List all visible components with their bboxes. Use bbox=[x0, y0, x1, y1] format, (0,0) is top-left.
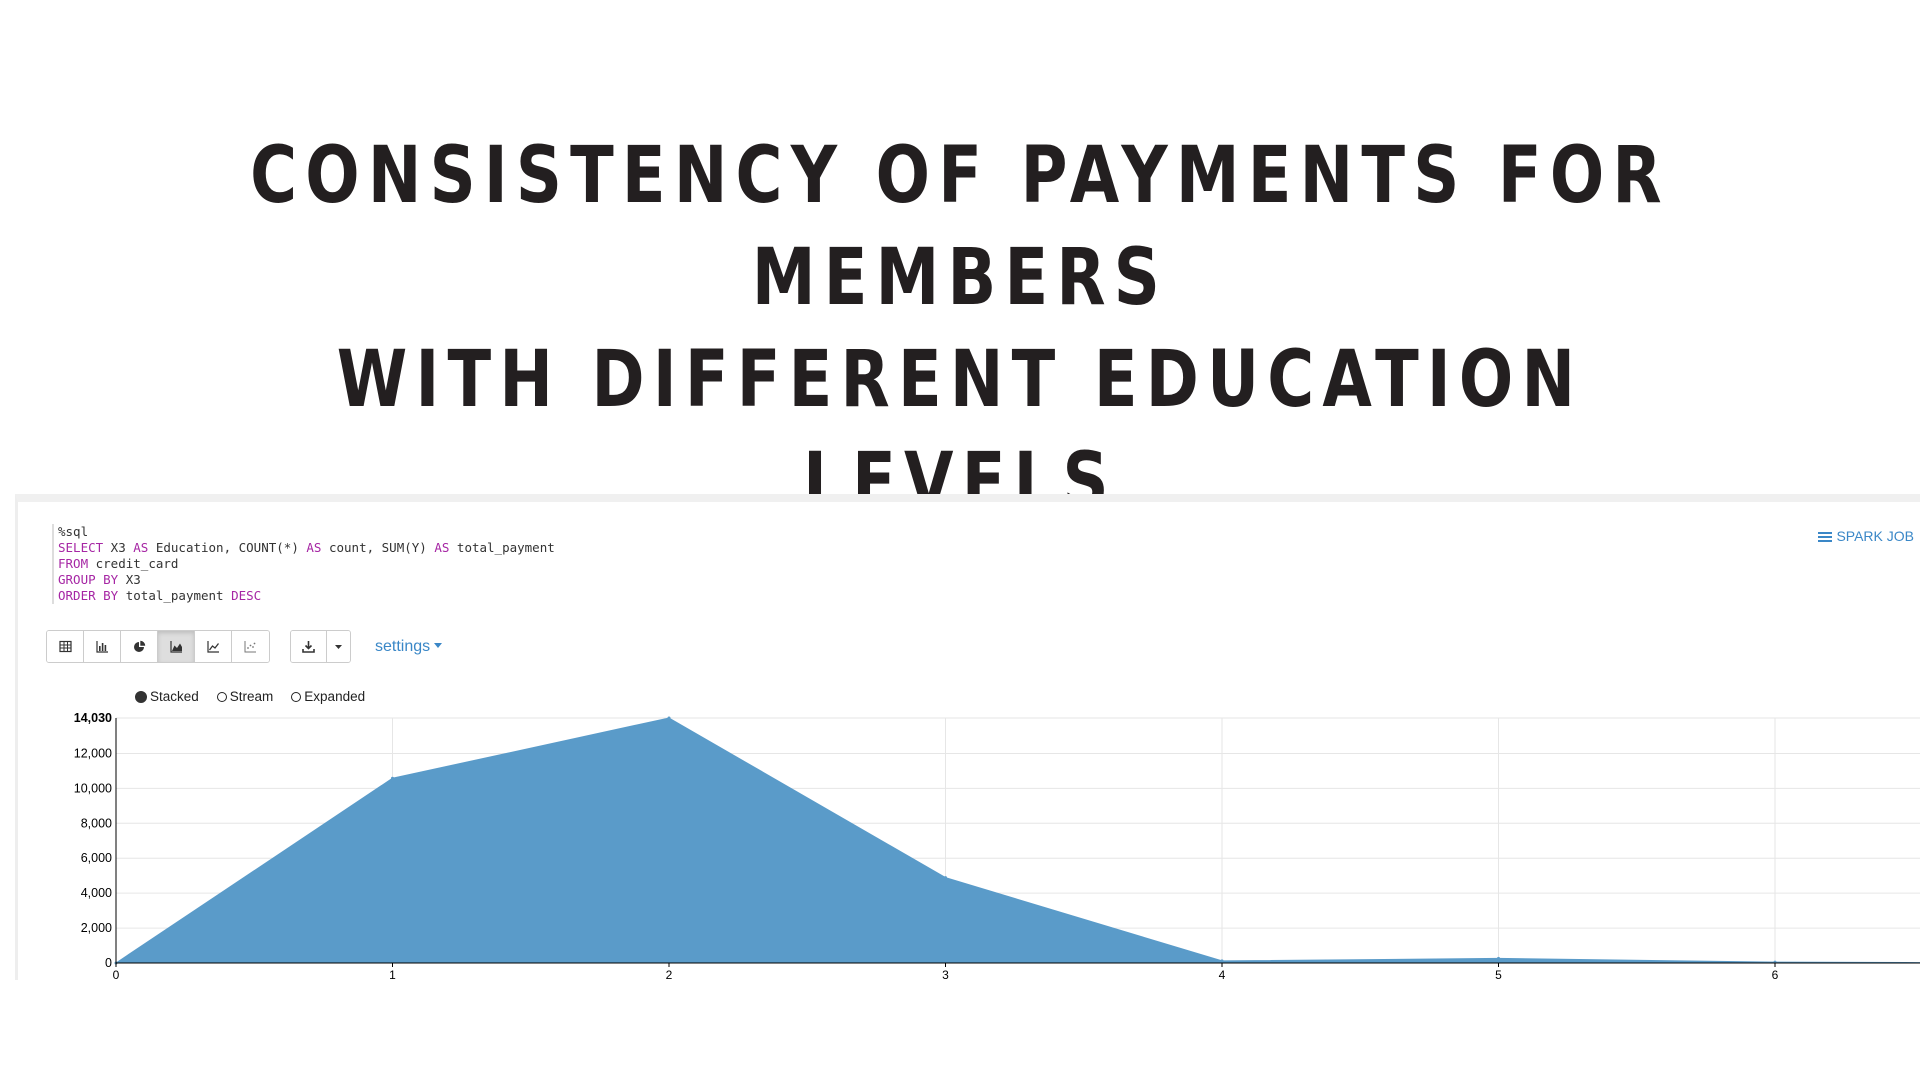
y-tick-label: 10,000 bbox=[74, 781, 112, 795]
slide-title: CONSISTENCY OF PAYMENTS FOR MEMBERS WITH… bbox=[0, 125, 1920, 533]
area-series bbox=[116, 718, 1920, 963]
zeppelin-paragraph: %sql SELECT X3 AS Education, COUNT(*) AS … bbox=[15, 494, 1920, 980]
data-point bbox=[944, 876, 947, 879]
x-tick-label: 1 bbox=[389, 968, 396, 980]
y-tick-label: 4,000 bbox=[81, 886, 112, 900]
y-tick-label: 0 bbox=[105, 956, 112, 970]
data-point bbox=[1497, 957, 1500, 960]
x-tick-label: 6 bbox=[1772, 968, 1779, 980]
x-tick-label: 3 bbox=[942, 968, 949, 980]
x-tick-label: 2 bbox=[666, 968, 673, 980]
data-point bbox=[391, 777, 394, 780]
slide-title-line-1: CONSISTENCY OF PAYMENTS FOR MEMBERS bbox=[173, 125, 1747, 329]
y-tick-label: 8,000 bbox=[81, 816, 112, 830]
y-tick-label: 12,000 bbox=[74, 746, 112, 760]
y-tick-label: 6,000 bbox=[81, 851, 112, 865]
x-tick-label: 5 bbox=[1495, 968, 1502, 980]
area-chart: 0 2,000 4,000 6,000 8,000 10,000 12,000 14,030 0… bbox=[18, 502, 1920, 980]
data-point bbox=[668, 717, 671, 720]
x-tick-label: 4 bbox=[1219, 968, 1226, 980]
y-tick-label: 14,030 bbox=[74, 711, 112, 725]
y-tick-label: 2,000 bbox=[81, 921, 112, 935]
x-tick-label: 0 bbox=[113, 968, 120, 980]
data-point bbox=[1221, 959, 1224, 962]
